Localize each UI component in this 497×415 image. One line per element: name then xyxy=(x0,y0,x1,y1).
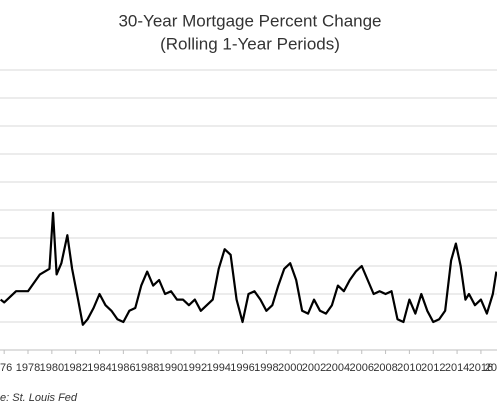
x-tick-label: 1998 xyxy=(254,362,278,374)
x-tick-label: 1986 xyxy=(111,362,135,374)
x-tick-label: 2010 xyxy=(397,362,421,374)
x-tick-label: 1992 xyxy=(183,362,207,374)
x-tick-label: 1978 xyxy=(16,362,40,374)
x-tick-label: 2014 xyxy=(445,362,469,374)
x-tick-label: 1988 xyxy=(135,362,159,374)
x-tick-label: 2006 xyxy=(349,362,373,374)
x-tick-label: 2004 xyxy=(326,362,350,374)
x-tick-label: 20 xyxy=(485,362,497,374)
x-tick-label: 2016 xyxy=(469,362,493,374)
data-line xyxy=(0,211,497,326)
x-tick-label: 1990 xyxy=(159,362,183,374)
x-tick-label: 2002 xyxy=(302,362,326,374)
chart-title: 30-Year Mortgage Percent Change xyxy=(118,11,381,30)
x-tick-label: 1980 xyxy=(40,362,64,374)
x-tick-label: 2008 xyxy=(373,362,397,374)
x-tick-label: 1996 xyxy=(230,362,254,374)
x-tick-label: 2012 xyxy=(421,362,445,374)
x-tick-label: 1984 xyxy=(87,362,111,374)
x-tick-label: 1994 xyxy=(206,362,230,374)
x-tick-label: 2000 xyxy=(278,362,302,374)
chart-subtitle: (Rolling 1-Year Periods) xyxy=(160,34,340,53)
source: e: St. Louis Fed xyxy=(0,392,78,404)
x-tick-label: 76 xyxy=(0,362,12,374)
x-tick-label: 1982 xyxy=(63,362,87,374)
